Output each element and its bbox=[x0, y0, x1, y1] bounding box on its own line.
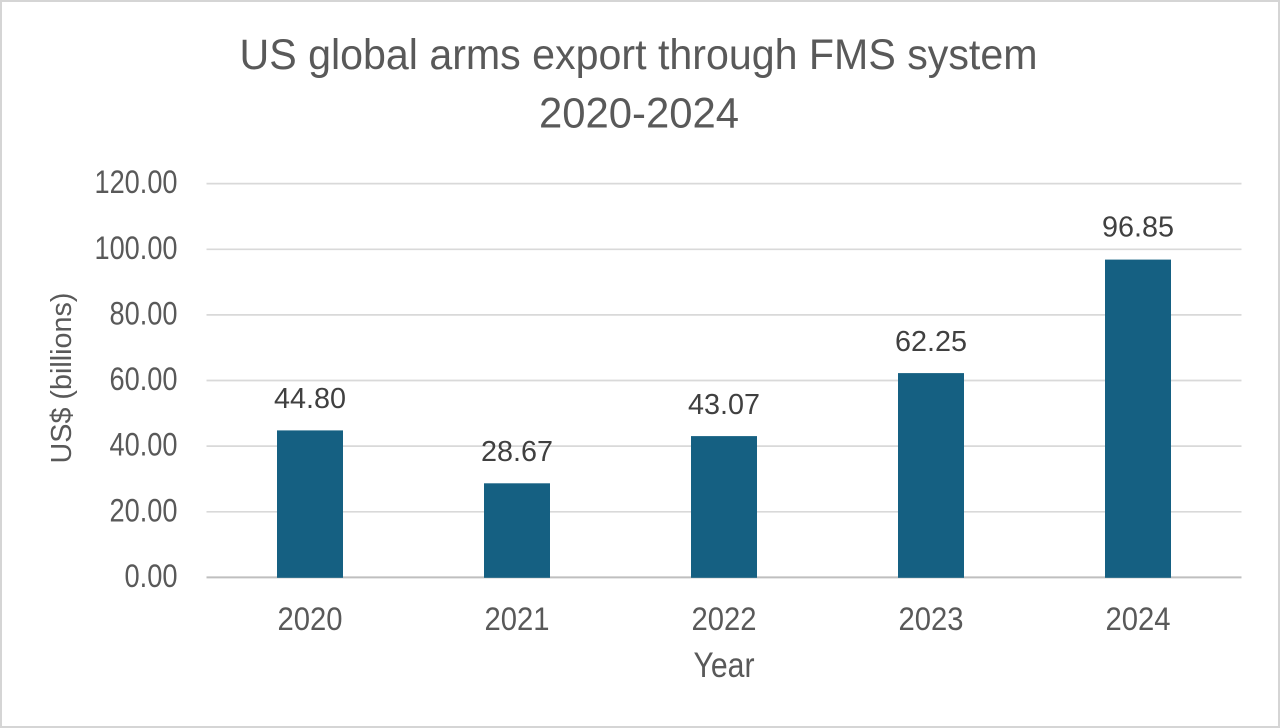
svg-text:20.00: 20.00 bbox=[110, 492, 178, 528]
svg-text:100.00: 100.00 bbox=[95, 230, 178, 266]
svg-text:2021: 2021 bbox=[485, 601, 550, 637]
svg-text:2023: 2023 bbox=[899, 601, 964, 637]
svg-text:40.00: 40.00 bbox=[110, 427, 178, 463]
svg-text:62.25: 62.25 bbox=[895, 326, 967, 358]
svg-text:US global arms export through: US global arms export through FMS system bbox=[240, 31, 1038, 79]
svg-text:US$ (billions): US$ (billions) bbox=[46, 293, 78, 464]
svg-text:0.00: 0.00 bbox=[125, 558, 178, 594]
svg-text:2020-2024: 2020-2024 bbox=[539, 89, 739, 137]
svg-text:43.07: 43.07 bbox=[688, 389, 760, 421]
svg-text:28.67: 28.67 bbox=[481, 436, 553, 468]
svg-text:44.80: 44.80 bbox=[274, 383, 346, 415]
svg-text:96.85: 96.85 bbox=[1102, 212, 1174, 244]
svg-text:2024: 2024 bbox=[1106, 601, 1171, 637]
svg-text:2020: 2020 bbox=[278, 601, 343, 637]
svg-text:Year: Year bbox=[694, 646, 755, 685]
svg-text:120.00: 120.00 bbox=[95, 164, 178, 200]
svg-text:2022: 2022 bbox=[692, 601, 757, 637]
svg-text:80.00: 80.00 bbox=[110, 295, 178, 331]
svg-text:60.00: 60.00 bbox=[110, 361, 178, 397]
